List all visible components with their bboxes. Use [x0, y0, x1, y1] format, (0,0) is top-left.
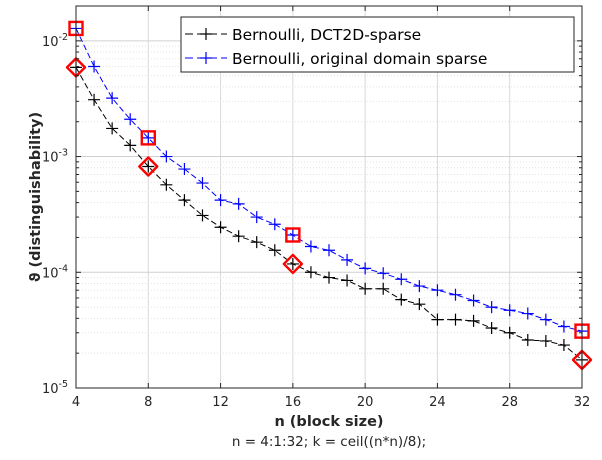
- x-tick-label: 12: [212, 395, 229, 410]
- highlight-square-marker: [285, 227, 301, 243]
- data-point: [196, 177, 209, 190]
- data-point: [413, 280, 426, 293]
- data-point: [268, 244, 281, 257]
- data-point: [214, 221, 227, 234]
- data-point: [341, 274, 354, 287]
- data-point: [88, 60, 101, 73]
- series-2: [68, 20, 590, 339]
- data-point: [377, 282, 390, 295]
- data-point: [106, 122, 119, 135]
- series-1: [65, 57, 593, 371]
- axes-box: [75, 5, 583, 389]
- data-point: [485, 301, 498, 314]
- data-point: [250, 236, 263, 249]
- x-axis-label: n (block size): [274, 414, 383, 430]
- x-tick-label: 4: [72, 395, 80, 410]
- data-point: [431, 284, 444, 297]
- data-point: [178, 194, 191, 207]
- x-tick-label: 28: [501, 395, 518, 410]
- data-point: [124, 139, 137, 152]
- legend-marker-dct2d: [200, 28, 212, 40]
- series-line: [75, 28, 583, 332]
- data-point: [449, 288, 462, 301]
- highlight-square-marker: [140, 130, 156, 146]
- data-point: [304, 240, 317, 253]
- legend-marker-original: [200, 52, 212, 64]
- x-tick-label: 20: [357, 395, 374, 410]
- data-point: [395, 293, 408, 306]
- x-tick-label: 16: [285, 395, 302, 410]
- x-tick-labels: 4 8 12 16 20 24 28 32: [72, 395, 590, 410]
- highlight-diamond-marker: [138, 156, 159, 177]
- legend-entry-original: Bernoulli, original domain sparse: [185, 50, 487, 68]
- data-point: [142, 131, 155, 144]
- y-tick-label: 10-2: [42, 32, 68, 50]
- data-point: [431, 313, 444, 326]
- data-point: [539, 334, 552, 347]
- data-point: [178, 163, 191, 176]
- data-point: [359, 262, 372, 275]
- highlight-diamond-marker: [282, 253, 304, 275]
- y-tick-label: 10-3: [42, 148, 68, 166]
- data-point: [323, 244, 335, 257]
- legend-label-dct2d: Bernoulli, DCT2D-sparse: [232, 26, 421, 44]
- data-point: [142, 160, 155, 173]
- x-tick-label: 8: [144, 395, 152, 410]
- y-axis-label: ϑ (distinguishability): [28, 112, 44, 282]
- data-point: [160, 150, 173, 163]
- data-point: [323, 271, 335, 284]
- data-point: [467, 294, 480, 307]
- data-point: [214, 194, 227, 207]
- x-tick-label: 32: [574, 395, 591, 410]
- data-point: [268, 218, 281, 231]
- data-point: [160, 178, 173, 191]
- legend: Bernoulli, DCT2D-sparse Bernoulli, origi…: [180, 16, 575, 73]
- series-layer: [65, 20, 593, 371]
- data-point: [232, 197, 245, 210]
- legend-entry-dct2d: Bernoulli, DCT2D-sparse: [185, 26, 421, 44]
- caption: n = 4:1:32; k = ceil((n*n)/8);: [232, 434, 426, 450]
- data-point: [503, 326, 516, 339]
- data-point: [377, 267, 390, 280]
- data-point: [304, 266, 317, 279]
- data-point: [557, 339, 570, 352]
- axes: [75, 5, 583, 389]
- legend-label-original: Bernoulli, original domain sparse: [232, 50, 487, 68]
- legend-box: [180, 16, 575, 73]
- data-point: [503, 304, 516, 317]
- data-point: [395, 273, 408, 286]
- data-point: [124, 113, 137, 126]
- y-tick-labels: 10-5 10-4 10-3 10-2: [42, 32, 68, 397]
- data-point: [521, 333, 534, 346]
- data-point: [250, 211, 263, 224]
- data-point: [341, 253, 354, 266]
- data-point: [413, 298, 426, 311]
- data-point: [88, 93, 101, 106]
- data-point: [286, 257, 299, 270]
- y-tick-label: 10-5: [42, 379, 68, 397]
- data-point: [106, 92, 119, 105]
- data-point: [196, 209, 209, 222]
- data-point: [521, 307, 534, 320]
- y-tick-label: 10-4: [42, 263, 68, 281]
- data-point: [539, 313, 552, 326]
- x-tick-label: 24: [429, 395, 446, 410]
- data-point: [286, 228, 299, 241]
- data-point: [232, 230, 245, 243]
- data-point: [467, 314, 480, 327]
- data-point: [359, 282, 372, 295]
- data-point: [557, 320, 570, 333]
- data-point: [449, 313, 462, 326]
- data-point: [485, 321, 498, 334]
